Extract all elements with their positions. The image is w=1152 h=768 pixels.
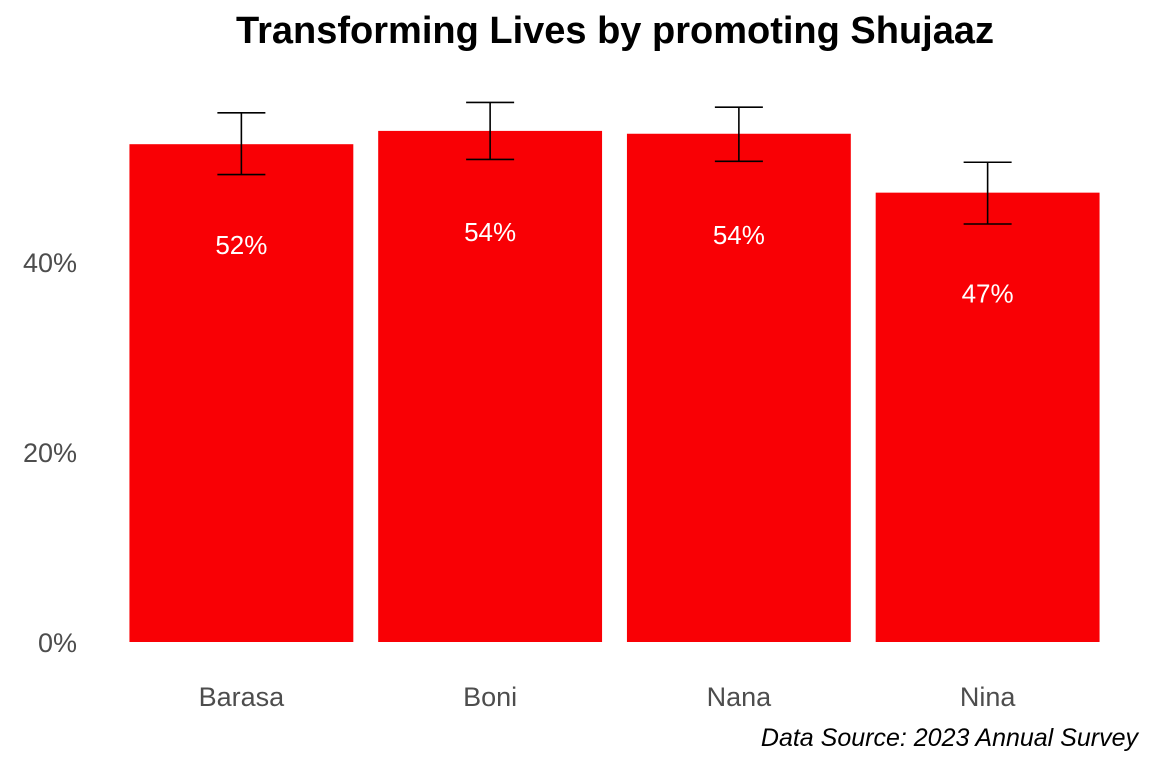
chart-title: Transforming Lives by promoting Shujaaz <box>236 10 994 52</box>
bar <box>378 130 603 642</box>
y-tick-label: 0% <box>38 628 77 658</box>
error-bar <box>714 106 763 163</box>
y-axis: 0% 20% 40% <box>23 248 77 658</box>
error-bar <box>217 112 266 176</box>
bar <box>129 144 354 642</box>
x-tick-label: Nina <box>960 682 1017 712</box>
y-tick-label: 20% <box>23 438 77 468</box>
chart-caption: Data Source: 2023 Annual Survey <box>760 724 1138 752</box>
error-bar <box>466 101 515 161</box>
bar-value-label: 54% <box>464 217 516 247</box>
bar-value-labels: 52% 54% 54% 47% <box>215 217 1013 309</box>
bars <box>129 130 1100 642</box>
x-axis: Barasa Boni Nana Nina <box>199 682 1017 712</box>
x-tick-label: Nana <box>707 682 773 712</box>
y-tick-label: 40% <box>23 248 77 278</box>
bar <box>875 192 1100 642</box>
x-tick-label: Boni <box>463 682 517 712</box>
bar-value-label: 52% <box>215 230 267 260</box>
error-bar <box>963 161 1012 225</box>
bar <box>626 133 851 642</box>
bar-value-label: 47% <box>962 279 1014 309</box>
error-bars <box>217 101 1012 225</box>
x-tick-label: Barasa <box>199 682 286 712</box>
bar-value-label: 54% <box>713 220 765 250</box>
